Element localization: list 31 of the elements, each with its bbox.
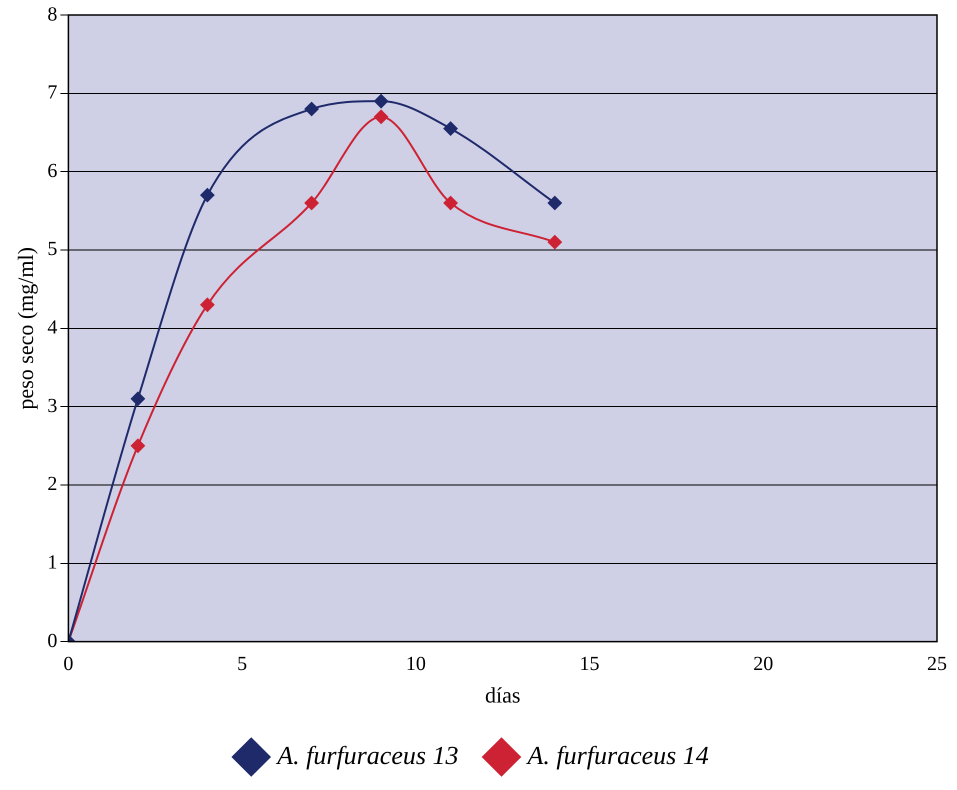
y-tick-label: 0 xyxy=(47,630,58,652)
point xyxy=(304,102,319,116)
y-tick-label: 5 xyxy=(47,238,58,260)
legend-label: A. furfuraceus 14 xyxy=(526,740,709,770)
point xyxy=(374,94,388,108)
x-tick-label: 5 xyxy=(237,652,248,675)
point xyxy=(444,196,458,210)
y-tick-label: 1 xyxy=(47,552,58,574)
y-tick-label: 3 xyxy=(47,394,58,417)
y-tick-label: 4 xyxy=(47,316,58,339)
point xyxy=(130,438,145,453)
x-tick-label: 25 xyxy=(927,652,947,675)
point xyxy=(304,196,319,210)
point xyxy=(200,298,214,312)
y-tick-label: 2 xyxy=(47,473,58,496)
y-tick-label: 6 xyxy=(47,160,58,182)
y-tick-label: 7 xyxy=(47,82,58,104)
point xyxy=(130,392,145,406)
legend-label: A. furfuraceus 13 xyxy=(275,740,458,770)
y-tick-label: 8 xyxy=(47,3,58,26)
point xyxy=(444,122,458,136)
x-tick-label: 15 xyxy=(580,652,600,675)
point xyxy=(374,110,388,124)
x-tick-label: 0 xyxy=(63,652,74,675)
x-tick-label: 20 xyxy=(753,652,774,675)
x-axis-title: días xyxy=(484,682,520,708)
x-tick-label: 10 xyxy=(406,652,426,675)
point xyxy=(548,235,562,250)
point xyxy=(548,196,562,210)
point xyxy=(200,188,214,202)
y-axis-title: peso seco (mg/ml) xyxy=(12,247,38,410)
